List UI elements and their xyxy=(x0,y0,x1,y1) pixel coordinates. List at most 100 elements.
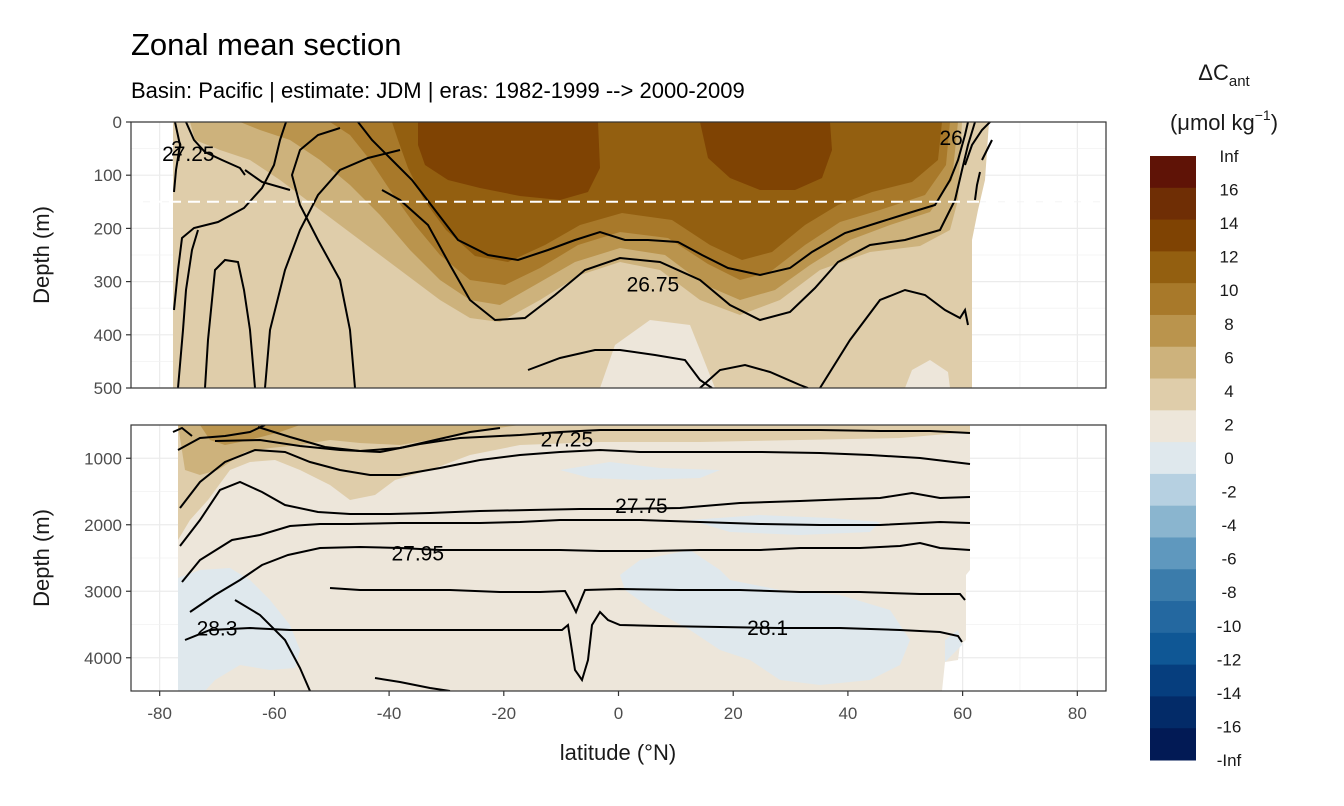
upper-y-axis: 0 100 200 300 400 500 xyxy=(94,113,131,398)
contour-label: 26 xyxy=(939,127,962,150)
upper-band-0-2-eq xyxy=(600,320,715,388)
y-tick-label: 100 xyxy=(94,166,122,185)
legend-label: -6 xyxy=(1221,550,1236,569)
legend-label: -8 xyxy=(1221,583,1236,602)
legend-label: 10 xyxy=(1220,281,1239,300)
contour-label: 27.95 xyxy=(391,542,444,565)
contour-label: 28.1 xyxy=(747,617,788,640)
contour-l9 xyxy=(329,587,966,615)
upper-panel-contours xyxy=(173,122,993,388)
upper-panel: 27.25 26.75 26 2 0 100 200 300 400 500 xyxy=(94,113,1107,398)
x-tick-label: 20 xyxy=(724,704,743,723)
legend-key xyxy=(1150,442,1196,475)
upper-band-12-14-west xyxy=(418,122,600,200)
legend-label: -16 xyxy=(1217,717,1242,736)
contour-label: 27.25 xyxy=(162,143,215,166)
legend-key xyxy=(1150,156,1196,189)
contour-l2 xyxy=(177,425,266,451)
contour-l8 xyxy=(189,541,971,613)
y-tick-label: 200 xyxy=(94,219,122,238)
chart-title: Zonal mean section xyxy=(131,27,402,62)
legend-label: Inf xyxy=(1220,147,1239,166)
contour-l7 xyxy=(181,519,971,583)
color-legend: ΔCant (μmol kg−1) Inf 16 14 12 10 8 6 4 2 0 -2 -4 -6… xyxy=(1150,60,1278,770)
x-tick-label: 40 xyxy=(838,704,857,723)
legend-label: -4 xyxy=(1221,516,1236,535)
contour-u10 xyxy=(244,169,291,191)
contour-l5 xyxy=(257,426,501,453)
x-tick-label: 0 xyxy=(614,704,623,723)
y-axis-label-lower: Depth (m) xyxy=(29,509,54,607)
contour-u4 xyxy=(177,229,199,388)
legend-label: -14 xyxy=(1217,684,1242,703)
contour-u12 xyxy=(699,363,809,388)
legend-key xyxy=(1150,378,1196,411)
contour-u11 xyxy=(527,349,713,388)
legend-key xyxy=(1150,696,1196,729)
legend-key xyxy=(1150,601,1196,634)
legend-keys: Inf 16 14 12 10 8 6 4 2 0 -2 -4 -6 -8 -10 -12 -14 -16 -Inf xyxy=(1150,147,1242,770)
legend-label: 4 xyxy=(1224,382,1233,401)
contour-u2 xyxy=(185,122,246,176)
legend-key xyxy=(1150,537,1196,570)
legend-unit: (μmol kg−1) xyxy=(1170,107,1278,135)
chart-subtitle: Basin: Pacific | estimate: JDM | eras: 1… xyxy=(131,78,745,103)
contour-l10 xyxy=(184,610,963,683)
legend-label: 16 xyxy=(1220,181,1239,200)
lower-contour-labels: 27.25 27.75 27.95 28.3 28.1 xyxy=(197,429,788,641)
legend-label: 14 xyxy=(1220,214,1239,233)
x-tick-label: -80 xyxy=(147,704,172,723)
legend-key xyxy=(1150,728,1196,761)
lower-panel-contours xyxy=(172,425,971,691)
contour-label: 28.3 xyxy=(197,617,238,640)
lower-band-4-6-top xyxy=(178,425,520,475)
upper-contour-labels: 27.25 26.75 26 2 xyxy=(162,127,963,296)
legend-key xyxy=(1150,187,1196,221)
legend-title: ΔCant xyxy=(1198,60,1250,90)
y-tick-label: 300 xyxy=(94,273,122,292)
legend-label: 0 xyxy=(1224,449,1233,468)
y-tick-label: 400 xyxy=(94,326,122,345)
lower-neg-upper xyxy=(560,462,720,480)
contour-u7 xyxy=(290,127,356,388)
y-tick-label: 4000 xyxy=(84,649,122,668)
y-tick-label: 500 xyxy=(94,379,122,398)
lower-band-2-4-top xyxy=(178,425,970,540)
legend-key xyxy=(1150,410,1196,443)
legend-label: -10 xyxy=(1217,617,1242,636)
legend-label: -Inf xyxy=(1217,751,1242,770)
contour-label: 26.75 xyxy=(627,273,680,296)
upper-band-12-14-east xyxy=(700,122,832,190)
x-tick-label: 80 xyxy=(1068,704,1087,723)
contour-u13 xyxy=(819,288,969,388)
contour-label: 27.25 xyxy=(541,429,594,452)
contour-l11 xyxy=(234,599,311,691)
lower-y-axis: 1000 2000 3000 4000 xyxy=(84,449,131,668)
legend-key xyxy=(1150,219,1196,252)
legend-label: 8 xyxy=(1224,315,1233,334)
x-tick-label: -20 xyxy=(492,704,517,723)
legend-key xyxy=(1150,505,1196,538)
legend-key xyxy=(1150,251,1196,284)
x-tick-label: -40 xyxy=(377,704,402,723)
upper-panel-border xyxy=(130,121,1107,389)
contour-l3 xyxy=(214,429,971,454)
legend-key xyxy=(1150,346,1196,380)
y-tick-label: 0 xyxy=(113,113,122,132)
legend-label: 2 xyxy=(1224,415,1233,434)
legend-key xyxy=(1150,664,1196,697)
legend-key xyxy=(1150,632,1196,666)
y-tick-label: 1000 xyxy=(84,449,122,468)
contour-u1 xyxy=(173,122,182,193)
contour-u6 xyxy=(264,149,401,388)
contour-u5 xyxy=(204,258,256,388)
contour-u8 xyxy=(381,122,976,322)
lower-neg-deep xyxy=(620,550,910,685)
x-tick-label: -60 xyxy=(262,704,287,723)
upper-band-0-2-east xyxy=(905,360,950,388)
contour-u9 xyxy=(357,122,969,277)
legend-label: -12 xyxy=(1217,650,1242,669)
contour-l1 xyxy=(172,426,193,437)
contour-label: 27.75 xyxy=(615,495,668,518)
